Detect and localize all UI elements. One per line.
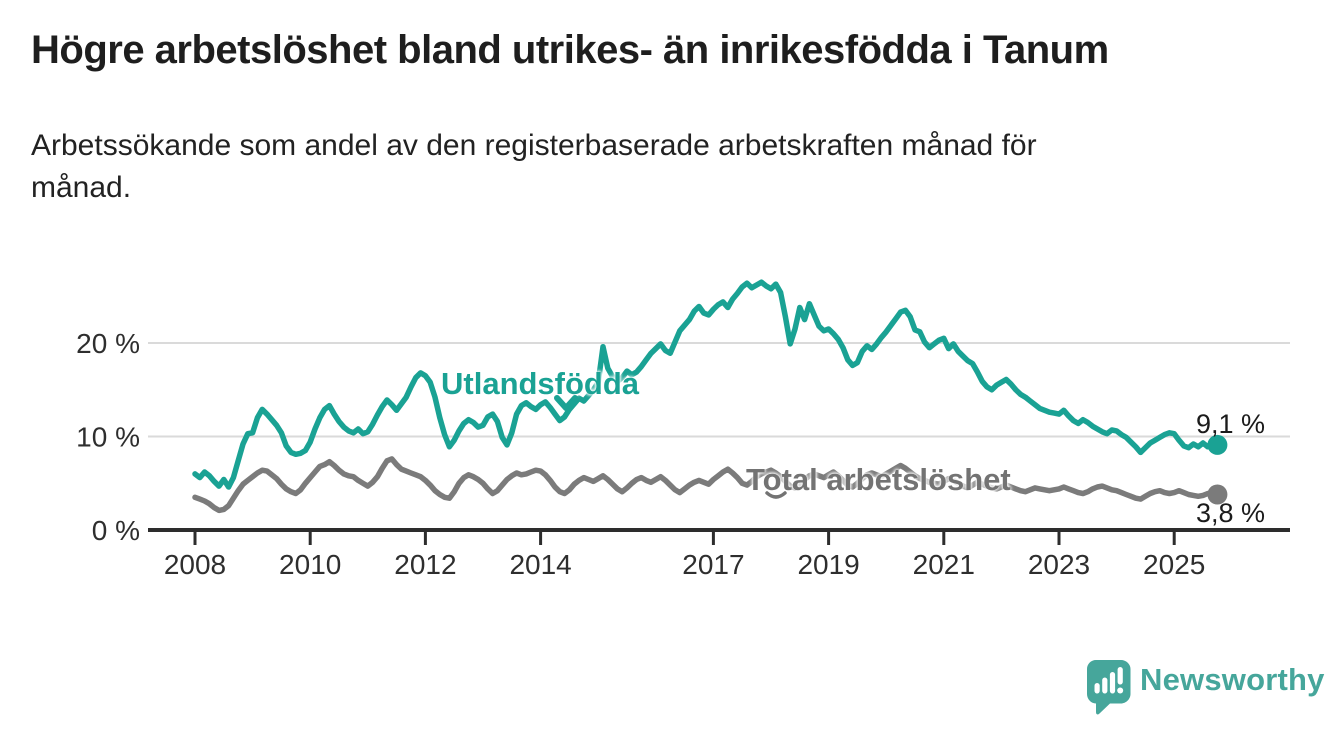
- end-value-label-utlandsfodda: 9,1 %: [1196, 409, 1266, 439]
- x-tick-label: 2008: [164, 549, 226, 580]
- arrow-down-small-icon: [765, 491, 787, 499]
- y-tick-label: 0 %: [92, 515, 140, 546]
- x-tick-label: 2012: [394, 549, 456, 580]
- x-tick-label: 2023: [1028, 549, 1090, 580]
- series-line-utlandsf-dda: [192, 279, 1221, 490]
- arrow-down-icon: [554, 395, 578, 411]
- newsworthy-logo[interactable]: Newsworthy: [1085, 656, 1324, 716]
- x-tick-label: 2019: [797, 549, 859, 580]
- x-tick-label: 2025: [1143, 549, 1205, 580]
- y-tick-label: 10 %: [76, 422, 140, 453]
- x-tick-label: 2014: [509, 549, 571, 580]
- series-label-total-arbetsloshet: Total arbetslöshet: [746, 462, 1011, 497]
- page-subtitle-line2: månad.: [31, 171, 132, 204]
- x-tick-label: 2010: [279, 549, 341, 580]
- series-label-utlandsfodda: Utlandsfödda: [441, 366, 640, 401]
- end-value-label-total: 3,8 %: [1196, 498, 1266, 528]
- y-tick-label: 20 %: [76, 328, 140, 359]
- x-tick-label: 2017: [682, 549, 744, 580]
- series-line-total-arbetsl-shet: [192, 456, 1221, 514]
- page-subtitle-line1: Arbetssökande som andel av den registerb…: [31, 129, 1037, 162]
- newsworthy-logo-text: Newsworthy: [1140, 662, 1325, 697]
- x-tick-label: 2021: [913, 549, 975, 580]
- series-end-dot-utlandsf-dda: [1207, 434, 1228, 455]
- series-end-dot-total-arbetsl-shet: [1207, 484, 1228, 505]
- page-title: Högre arbetslöshet bland utrikes- än inr…: [31, 28, 1109, 72]
- newsworthy-logo-icon: [1087, 660, 1131, 715]
